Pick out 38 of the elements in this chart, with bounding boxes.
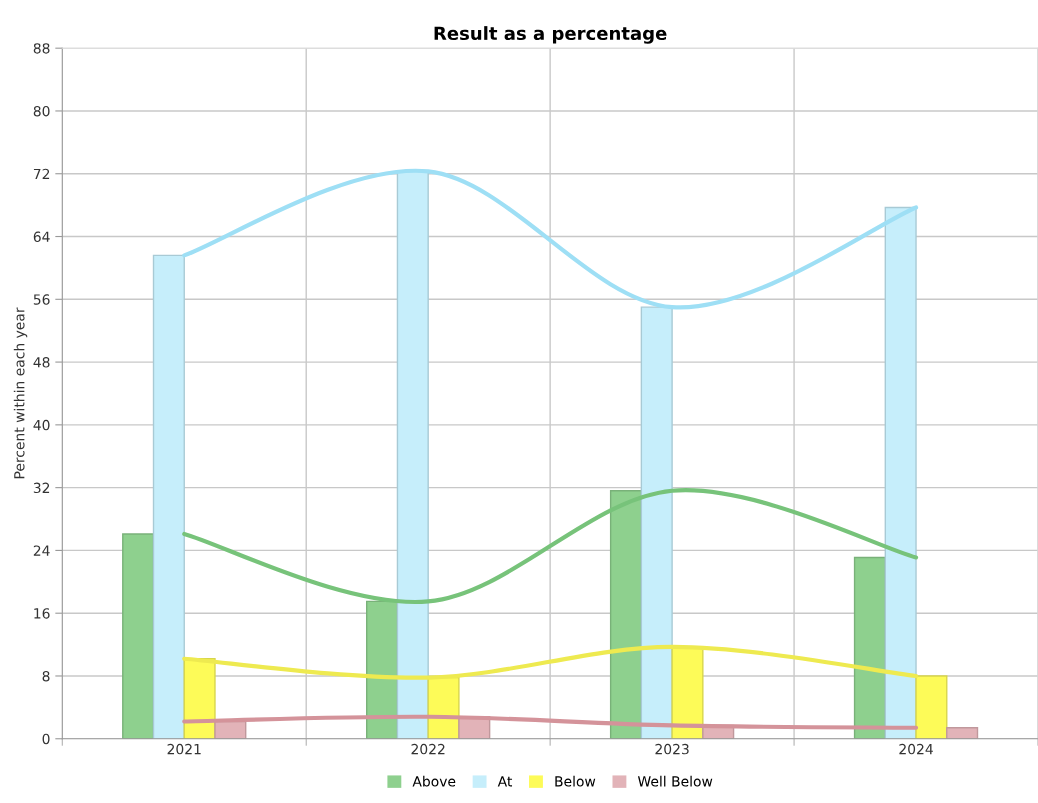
y-tick-label: 72 [33,168,50,180]
line-series [182,644,919,680]
bar [366,600,399,739]
legend-label: At [497,776,513,787]
x-tick-label: 2022 [411,743,445,755]
line-series [182,714,919,730]
y-tick-label: 0 [42,733,50,745]
x-tick-label: 2024 [899,743,933,755]
y-tick-label: 48 [33,357,50,368]
y-tick-label: 40 [33,419,50,431]
y-tick-label: 8 [42,670,50,682]
line-series [182,168,919,310]
bar [915,675,948,739]
legend-label: Well Below [637,775,713,787]
legend-label: Below [555,775,596,787]
y-tick-label: 56 [33,294,50,305]
y-tick-label: 32 [33,482,50,494]
bar [640,306,673,739]
y-tick-label: 88 [33,43,50,54]
bar [671,646,704,739]
legend-label: Above [412,775,456,787]
chart-title: Result as a percentage [434,26,667,44]
line-series [182,488,919,604]
bar [853,556,886,739]
bar [122,533,155,739]
y-tick-label: 16 [34,608,50,619]
x-tick-label: 2023 [655,743,689,755]
bar [152,254,185,739]
y-axis-title: Percent within each year [13,307,28,479]
y-tick-label: 80 [33,105,50,117]
y-tick-label: 64 [33,231,50,242]
bar [946,727,979,739]
bar [427,676,460,739]
bar [609,490,643,739]
bar [396,170,429,739]
bar [884,206,917,739]
x-tick-label: 2021 [167,743,201,755]
y-tick-label: 24 [33,545,50,556]
